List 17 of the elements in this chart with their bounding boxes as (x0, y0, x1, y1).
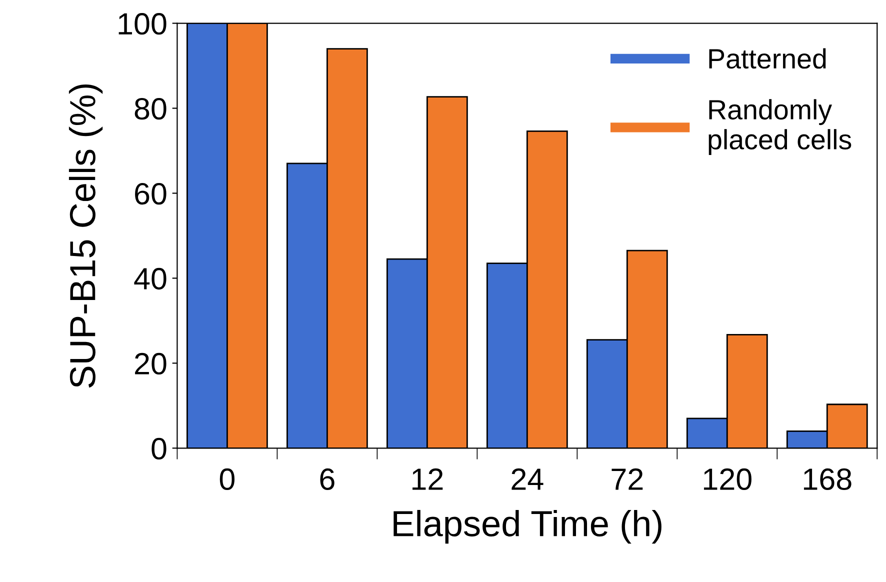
x-tick-label: 0 (220, 468, 234, 490)
legend-label: Patterned (709, 48, 826, 69)
y-axis-title: SUP-B15 Cells (%) (68, 84, 103, 388)
y-tick-label: 40 (134, 268, 166, 290)
y-tick-label: 80 (134, 98, 166, 120)
x-tick-label: 72 (612, 468, 643, 490)
y-tick-label: 20 (135, 352, 166, 375)
legend-label: Randomly placed cells (708, 99, 852, 155)
x-tick-label: 168 (804, 468, 852, 490)
x-tick-label: 12 (412, 468, 443, 490)
y-tick-label: 60 (135, 182, 166, 205)
x-tick-label: 24 (512, 468, 544, 490)
y-tick-label: 100 (118, 13, 166, 35)
x-axis-title: Elapsed Time (h) (394, 510, 662, 544)
x-tick-label: 6 (320, 468, 334, 490)
x-tick-label: 120 (704, 468, 752, 490)
y-tick-label: 0 (152, 438, 166, 460)
